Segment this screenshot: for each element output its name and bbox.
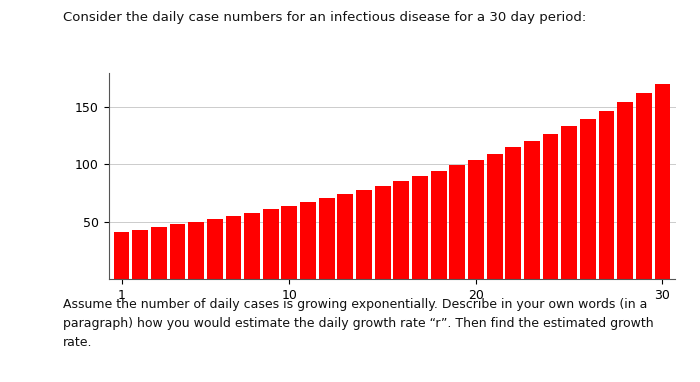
Bar: [486, 154, 503, 279]
Bar: [188, 222, 204, 279]
Bar: [318, 198, 335, 279]
Bar: [430, 171, 447, 279]
Bar: [281, 206, 298, 279]
Bar: [113, 232, 130, 279]
Bar: [580, 119, 596, 279]
Bar: [598, 111, 615, 279]
Bar: [337, 194, 354, 279]
Text: Consider the daily case numbers for an infectious disease for a 30 day period:: Consider the daily case numbers for an i…: [63, 11, 587, 24]
Bar: [412, 176, 428, 279]
Bar: [654, 84, 671, 279]
Bar: [561, 126, 577, 279]
Bar: [524, 141, 540, 279]
Text: Assume the number of daily cases is growing exponentially. Describe in your own : Assume the number of daily cases is grow…: [63, 298, 654, 349]
Bar: [449, 165, 466, 279]
Bar: [132, 230, 148, 279]
Bar: [169, 225, 186, 279]
Bar: [244, 213, 260, 279]
Bar: [542, 134, 559, 279]
Bar: [505, 147, 522, 279]
Bar: [262, 209, 279, 279]
Bar: [151, 227, 167, 279]
Bar: [468, 160, 484, 279]
Bar: [207, 219, 223, 279]
Bar: [225, 216, 241, 279]
Bar: [617, 102, 633, 279]
Bar: [393, 181, 410, 279]
Bar: [356, 190, 372, 279]
Bar: [300, 202, 316, 279]
Bar: [636, 93, 652, 279]
Bar: [374, 186, 391, 279]
